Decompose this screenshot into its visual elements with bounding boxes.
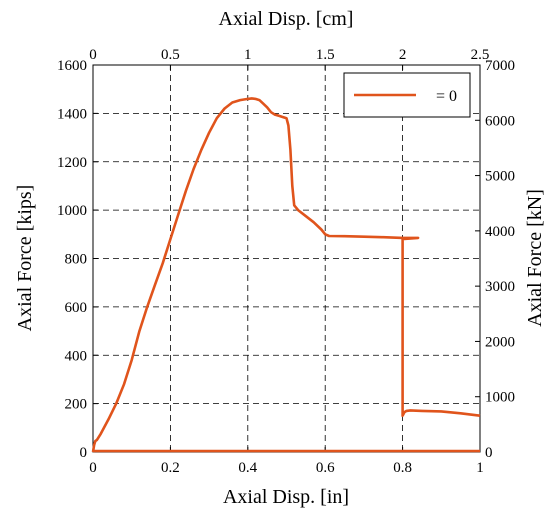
x-tick-label: 0 — [89, 460, 97, 476]
y-tick-label: 1400 — [57, 106, 87, 122]
legend-label: = 0 — [436, 88, 457, 105]
y2-tick-labels: 0 1000 2000 3000 4000 5000 6000 7000 — [485, 58, 515, 461]
x2-tick-label: 2.5 — [471, 47, 490, 63]
x2-tick-label: 0.5 — [161, 47, 180, 63]
y2-axis-title: Axial Force [kN] — [524, 189, 546, 327]
x-tick-label: 1 — [476, 460, 484, 476]
y-axis-title: Axial Force [kips] — [14, 185, 36, 332]
y2-tick-label: 0 — [485, 445, 493, 461]
series-line-0 — [91, 97, 481, 453]
grid-lines — [93, 65, 480, 452]
x-tick-label: 0.2 — [161, 460, 180, 476]
y-tick-label: 800 — [65, 252, 88, 268]
y2-tick-label: 1000 — [485, 390, 515, 406]
x-axis-title: Axial Disp. [in] — [223, 486, 349, 508]
x2-tick-label: 2 — [399, 47, 407, 63]
y2-tick-label: 7000 — [485, 58, 515, 74]
x2-tick-labels: 0 0.5 1 1.5 2 2.5 — [89, 47, 489, 63]
y2-tick-label: 4000 — [485, 224, 515, 240]
x2-tick-label: 1.5 — [316, 47, 335, 63]
y-tick-label: 1000 — [57, 203, 87, 219]
y-tick-labels: 0 200 400 600 800 1000 1200 1400 1600 — [57, 58, 87, 461]
y2-tick-label: 6000 — [485, 113, 515, 129]
y2-tick-label: 2000 — [485, 334, 515, 350]
x-tick-label: 0.8 — [393, 460, 412, 476]
y-tick-label: 0 — [80, 445, 88, 461]
x2-axis-title: Axial Disp. [cm] — [219, 8, 354, 30]
y-tick-label: 1200 — [57, 155, 87, 171]
x2-tick-label: 0 — [89, 47, 97, 63]
x-tick-label: 0.4 — [238, 460, 257, 476]
y-tick-label: 200 — [65, 397, 88, 413]
y-tick-label: 400 — [65, 348, 88, 364]
x2-tick-label: 1 — [244, 47, 252, 63]
y2-tick-label: 3000 — [485, 279, 515, 295]
x-tick-labels: 0 0.2 0.4 0.6 0.8 1 — [89, 460, 484, 476]
y-tick-label: 1600 — [57, 58, 87, 74]
y2-tick-label: 5000 — [485, 169, 515, 185]
x-tick-label: 0.6 — [316, 460, 335, 476]
y-tick-label: 600 — [65, 300, 88, 316]
legend: = 0 — [343, 72, 471, 118]
